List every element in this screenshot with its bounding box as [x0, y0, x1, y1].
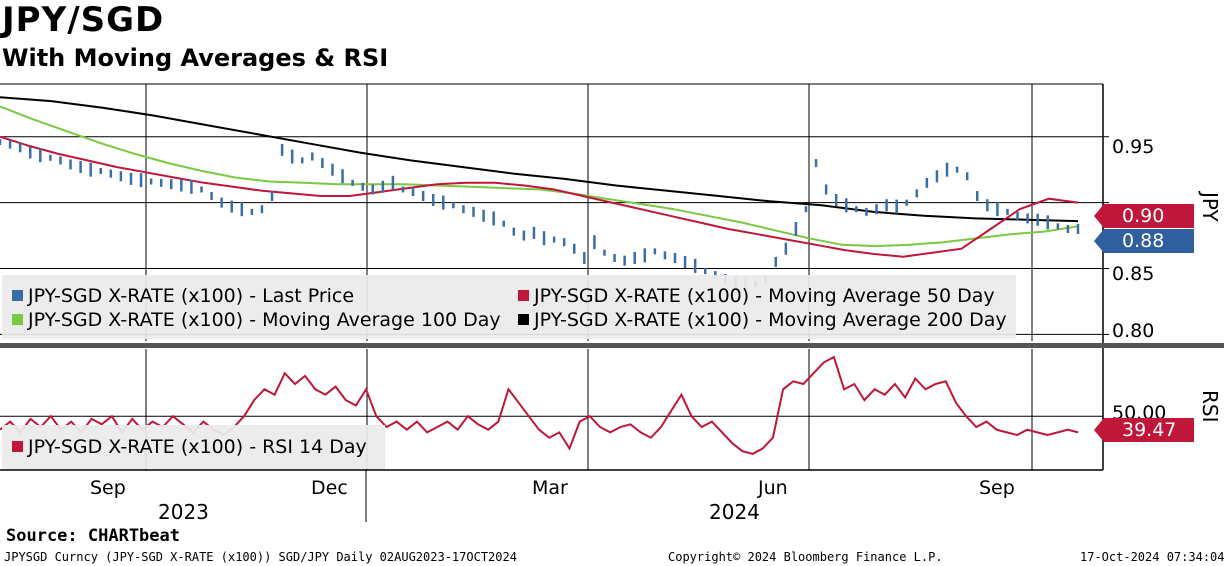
price-axis-name: JPY [1198, 192, 1222, 222]
chart-subtitle: With Moving Averages & RSI [2, 44, 389, 72]
chart-title: JPY/SGD [2, 0, 165, 40]
year-2023: 2023 [158, 500, 209, 524]
legend-swatch-blue [12, 290, 23, 301]
legend-ma200: JPY-SGD X-RATE (x100) - Moving Average 2… [518, 309, 1007, 331]
ma100-line [0, 105, 1079, 248]
footer-left: JPYSGD Curncy (JPY-SGD X-RATE (x100)) SG… [4, 550, 517, 564]
source-note: Source: CHARTbeat [6, 526, 180, 546]
rsi-axis-name: RSI [1198, 390, 1222, 423]
legend-last-price: JPY-SGD X-RATE (x100) - Last Price [12, 285, 354, 307]
price-series-group [0, 96, 1080, 292]
legend-ma100: JPY-SGD X-RATE (x100) - Moving Average 1… [12, 309, 501, 331]
footer-right: 17-Oct-2024 07:34:04 [1080, 550, 1224, 564]
y-tick-095: 0.95 [1112, 136, 1155, 158]
ma50-line [0, 135, 1079, 258]
x-tick-jun: Jun [758, 477, 788, 499]
price-legend: JPY-SGD X-RATE (x100) - Last Price JPY-S… [2, 275, 1016, 339]
legend-label: JPY-SGD X-RATE (x100) - Moving Average 2… [534, 309, 1007, 331]
legend-label: JPY-SGD X-RATE (x100) - Last Price [28, 285, 355, 307]
price-last-value-badge: 0.88 [1094, 229, 1194, 253]
x-tick-mar: Mar [532, 477, 568, 499]
y-tick-080: 0.80 [1112, 320, 1155, 342]
panel-frame [0, 83, 1224, 522]
x-tick-sep-2023: Sep [90, 477, 126, 499]
footer-center: Copyright© 2024 Bloomberg Finance L.P. [668, 550, 943, 564]
y-tick-085: 0.85 [1112, 263, 1155, 285]
grid-lines [0, 84, 1103, 470]
legend-label: JPY-SGD X-RATE (x100) - Moving Average 1… [28, 309, 501, 331]
rsi-legend: JPY-SGD X-RATE (x100) - RSI 14 Day [2, 425, 385, 469]
panel-separator [0, 343, 1224, 348]
rsi-series-group [0, 355, 1079, 455]
ma50-last-value-badge: 0.90 [1094, 204, 1194, 228]
legend-ma50: JPY-SGD X-RATE (x100) - Moving Average 5… [518, 285, 995, 307]
rsi-last-value-badge: 39.47 [1094, 418, 1194, 442]
legend-label: JPY-SGD X-RATE (x100) - Moving Average 5… [534, 285, 995, 307]
ma200-line [0, 96, 1079, 223]
legend-swatch-red [518, 290, 529, 301]
legend-label: JPY-SGD X-RATE (x100) - RSI 14 Day [28, 436, 367, 458]
legend-swatch-red [12, 441, 23, 452]
legend-swatch-black [518, 314, 529, 325]
rsi-line [0, 355, 1079, 455]
x-tick-sep-2024: Sep [979, 477, 1015, 499]
legend-swatch-green [12, 314, 23, 325]
legend-rsi: JPY-SGD X-RATE (x100) - RSI 14 Day [12, 436, 367, 458]
x-tick-dec: Dec [311, 477, 348, 499]
year-2024: 2024 [709, 500, 760, 524]
